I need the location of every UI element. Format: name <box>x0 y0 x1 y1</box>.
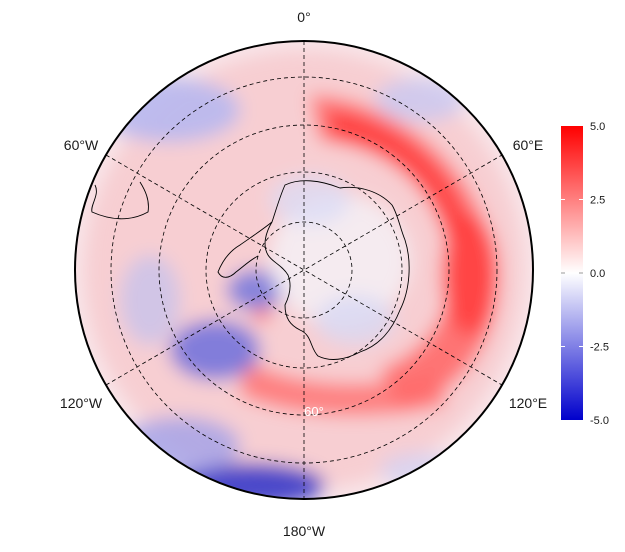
meridian-60 <box>105 154 503 386</box>
colorbar-tick-label: 5.0 <box>590 121 605 133</box>
peninsula-coastline <box>217 221 273 278</box>
longitude-label-upper-left: 60°W <box>64 137 99 153</box>
map-boundary <box>74 40 534 500</box>
graticule <box>105 41 503 499</box>
parallel-circle-3 <box>205 171 403 369</box>
meridian-120 <box>105 154 503 386</box>
colorbar-tick-label: 2.5 <box>590 195 605 207</box>
antarctica-coastline <box>264 180 410 360</box>
longitude-label-lower-right: 120°E <box>509 395 547 411</box>
colorbar: 5.0 2.5 0.0 -2.5 -5.0 <box>561 121 609 427</box>
colorbar-tick-label: -2.5 <box>590 342 609 354</box>
colorbar-tick-label: 0.0 <box>590 268 605 280</box>
anomaly-field <box>75 41 533 499</box>
longitude-label-upper-right: 60°E <box>513 137 544 153</box>
latitude-label-60: 60° <box>304 404 324 419</box>
longitude-label-bottom: 180°W <box>283 523 326 539</box>
colorbar-gradient <box>561 126 583 420</box>
coastline <box>91 180 410 360</box>
colorbar-tick-label: -5.0 <box>590 415 609 427</box>
south-america-coastline <box>91 181 149 220</box>
parallel-circle-inner <box>255 221 353 319</box>
longitude-label-lower-left: 120°W <box>60 395 103 411</box>
longitude-label-top: 0° <box>297 9 310 25</box>
